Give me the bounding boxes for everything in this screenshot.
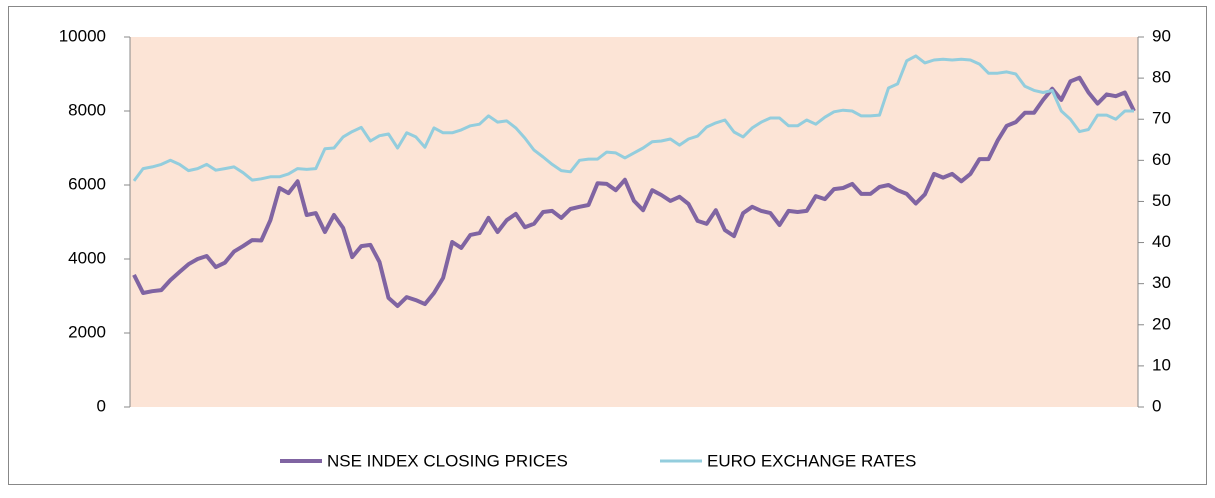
- y2-tick-label: 60: [1152, 150, 1171, 169]
- y-tick-label: 4000: [68, 248, 106, 267]
- y-tick-label: 0: [97, 396, 106, 415]
- y2-tick-label: 90: [1152, 26, 1171, 45]
- y2-tick-label: 10: [1152, 355, 1171, 374]
- y2-tick-label: 80: [1152, 68, 1171, 87]
- legend-label: NSE INDEX CLOSING PRICES: [327, 451, 568, 470]
- series-line: [132, 54, 1134, 182]
- y-tick-label: 2000: [68, 322, 106, 341]
- y2-tick-label: 0: [1152, 396, 1161, 415]
- plot-area: [130, 37, 1138, 407]
- y-tick-label: 8000: [68, 100, 106, 119]
- y-tick-label: 6000: [68, 174, 106, 193]
- y2-tick-label: 50: [1152, 191, 1171, 210]
- series-line: [132, 75, 1136, 308]
- y2-tick-label: 40: [1152, 232, 1171, 251]
- y2-tick-label: 20: [1152, 314, 1171, 333]
- legend-label: EURO EXCHANGE RATES: [707, 451, 916, 470]
- y2-tick-label: 30: [1152, 273, 1171, 292]
- y-tick-label: 10000: [59, 26, 106, 45]
- y2-tick-label: 70: [1152, 109, 1171, 128]
